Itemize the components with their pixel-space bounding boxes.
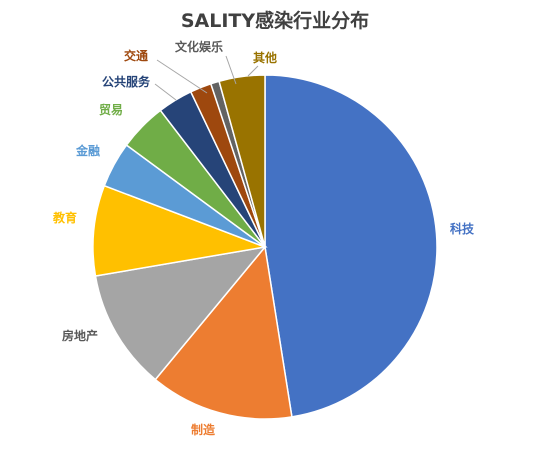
slice-label-7: 公共服务	[102, 74, 151, 89]
leader-line-7	[154, 83, 177, 101]
slice-label-2: 制造	[191, 422, 216, 437]
slice-label-1: 科技	[450, 221, 475, 236]
slice-label-8: 交通	[124, 48, 148, 63]
slice-label-9: 文化娱乐	[175, 39, 223, 54]
leader-line-10	[247, 65, 259, 77]
slice-label-3: 房地产	[62, 328, 98, 343]
chart-title: SALITY感染行业分布	[180, 10, 370, 32]
pie-slice-4	[92, 184, 268, 277]
leader-line-8	[156, 59, 208, 94]
slice-label-10: 其他	[253, 50, 277, 65]
pie-slice-10	[218, 74, 266, 248]
slice-label-4: 教育	[52, 210, 77, 225]
slice-label-5: 金融	[75, 143, 100, 158]
pie-slice-2	[154, 245, 293, 420]
slice-label-6: 贸易	[99, 102, 123, 117]
leader-line-9	[225, 55, 237, 85]
pie-slice-1	[264, 74, 438, 418]
pie-slice-3	[94, 245, 267, 381]
